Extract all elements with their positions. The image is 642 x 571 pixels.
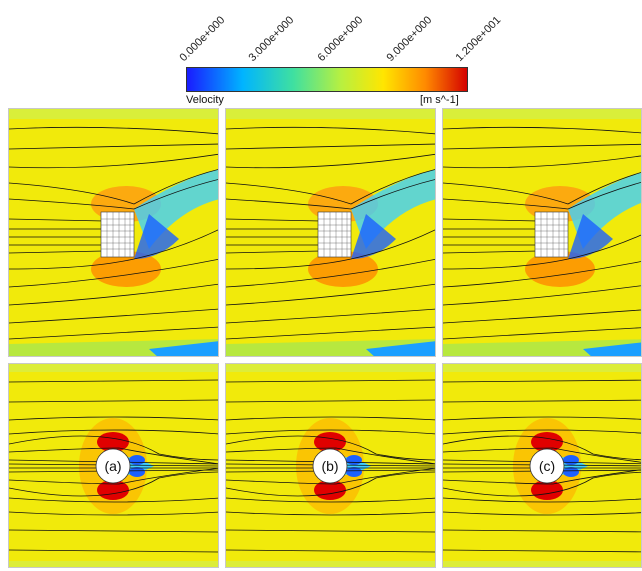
cylinder-obstacle	[312, 448, 348, 484]
cylinder-obstacle	[529, 448, 565, 484]
colorbar-title: Velocity	[186, 94, 224, 106]
flow-field-square	[9, 109, 218, 356]
cylinder-obstacle	[95, 448, 131, 484]
flow-field-circle	[443, 364, 641, 567]
colorbar-tick-3: 9.000e+000	[384, 14, 435, 64]
colorbar-tick-0: 0.000e+000	[177, 14, 228, 64]
panel-circle-a: (a)	[8, 363, 219, 568]
flow-field-circle	[9, 364, 218, 567]
panel-square-b	[225, 108, 436, 357]
panel-square-c	[442, 108, 642, 357]
colorbar-units: [m s^-1]	[420, 94, 459, 106]
colorbar-tick-1: 3.000e+000	[246, 14, 297, 64]
panel-circle-c: (c)	[442, 363, 642, 568]
panel-circle-b: (b)	[225, 363, 436, 568]
colorbar-tick-4: 1.200e+001	[453, 14, 504, 64]
flow-field-circle	[226, 364, 435, 567]
colorbar-tick-2: 6.000e+000	[315, 14, 366, 64]
colorbar	[186, 67, 468, 92]
panel-square-a	[8, 108, 219, 357]
colorbar-legend: 0.000e+000 3.000e+000 6.000e+000 9.000e+…	[0, 0, 642, 108]
flow-field-square	[443, 109, 641, 356]
flow-field-square	[226, 109, 435, 356]
